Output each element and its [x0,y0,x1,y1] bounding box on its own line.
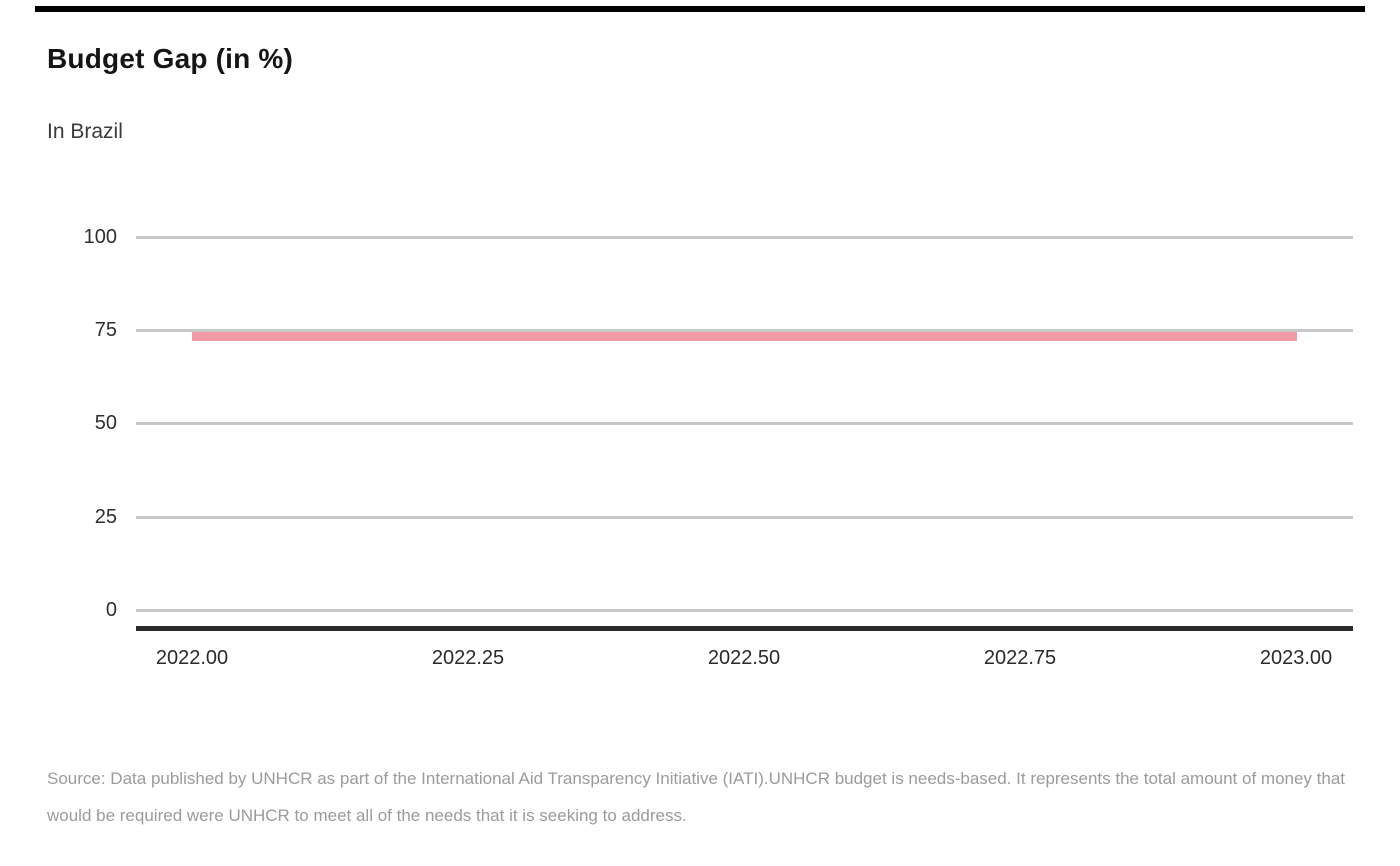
plot-area: 100 75 50 25 0 2022.00 2022.25 2022.50 2… [83,226,1353,669]
gridline-50 [136,422,1353,425]
y-axis-tick-label: 25 [94,506,117,528]
y-axis-tick-label: 75 [94,319,117,341]
gridline-0 [136,609,1353,612]
gridline-75 [136,329,1353,332]
y-axis-tick-label: 0 [105,599,117,621]
x-axis-tick-label: 2023.00 [1259,647,1333,669]
chart-title: Budget Gap (in %) [47,43,294,74]
x-axis-baseline [136,626,1353,631]
gridline-100 [136,236,1353,239]
x-axis-tick-label: 2022.00 [155,647,229,669]
gridline-25 [136,516,1353,519]
x-axis-tick-label: 2022.50 [707,647,781,669]
x-axis-tick-label: 2022.75 [983,647,1057,669]
source-note-line-2: would be required were UNHCR to meet all… [47,806,687,825]
y-axis-tick-label: 50 [94,412,117,434]
y-axis-tick-label: 100 [83,226,117,248]
source-note: Source: Data published by UNHCR as part … [47,760,1383,834]
x-axis-tick-label: 2022.25 [431,647,505,669]
top-rule [35,6,1365,12]
series-line-budget-gap [192,332,1297,341]
chart-subtitle: In Brazil [47,120,123,143]
source-note-line-1: Source: Data published by UNHCR as part … [47,769,1346,788]
